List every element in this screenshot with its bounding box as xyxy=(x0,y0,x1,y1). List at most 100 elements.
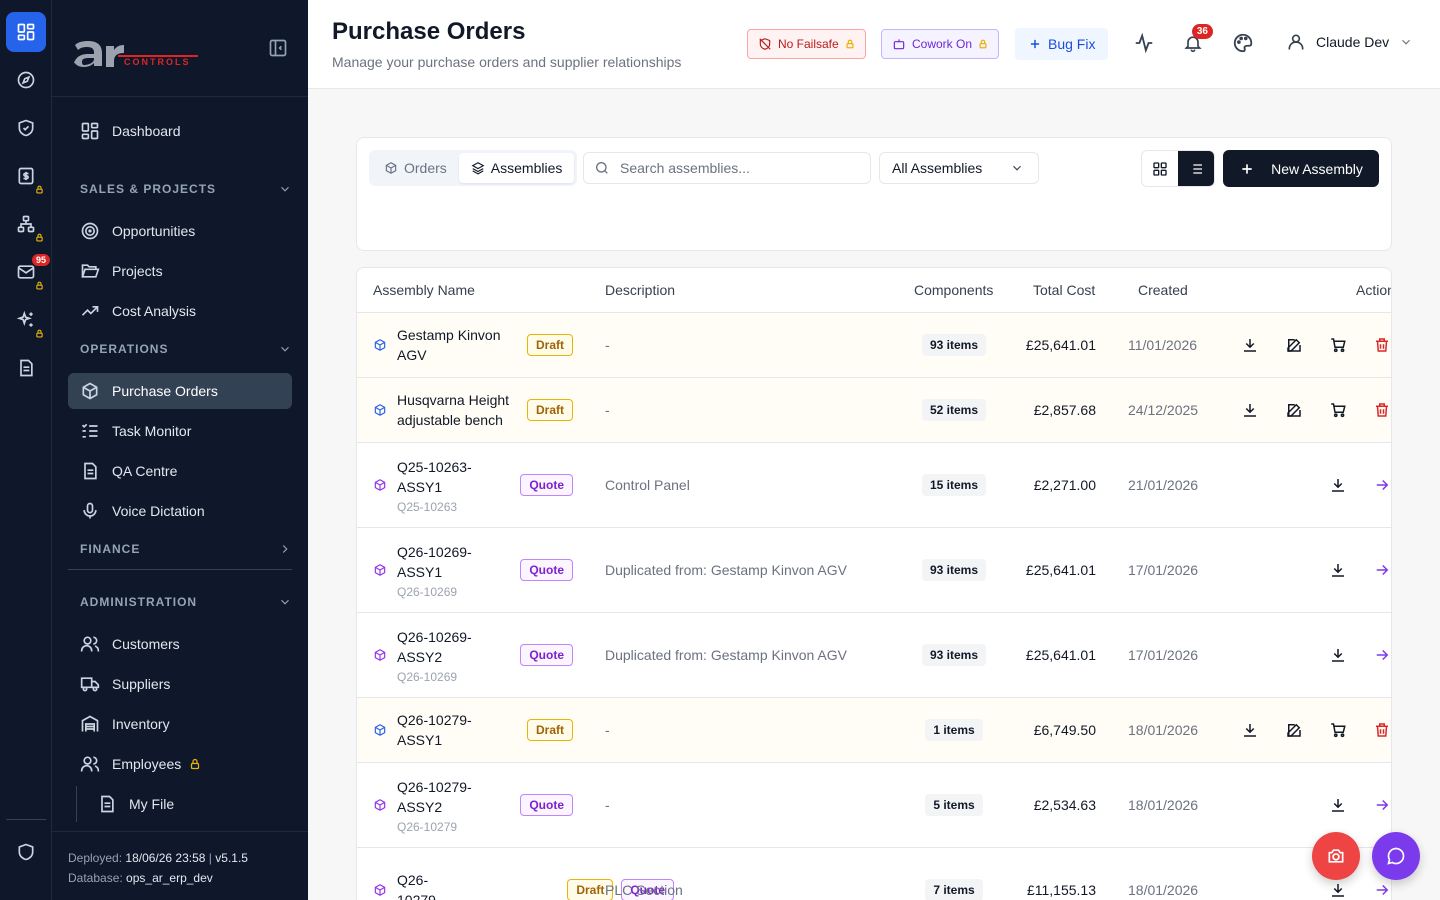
nav-qa-centre[interactable]: QA Centre xyxy=(68,453,292,489)
table-row[interactable]: Q26-10269- ASSY1 Q26-10269 Quote Duplicated … xyxy=(357,528,1391,613)
col-assembly-name[interactable]: Assembly Name xyxy=(373,282,475,298)
assembly-name-cell[interactable]: Q26-10279- ASSY2 Q26-10279 xyxy=(373,763,573,847)
table-row[interactable]: Q26-10269- ASSY2 Q26-10269 Quote Duplicated … xyxy=(357,613,1391,698)
nav-opportunities[interactable]: Opportunities xyxy=(68,213,292,249)
nav-suppliers[interactable]: Suppliers xyxy=(68,666,292,702)
download-icon[interactable] xyxy=(1241,336,1259,354)
assembly-name-cell[interactable]: Q26-10279- ASSY1 xyxy=(373,698,573,762)
assembly-name-cell[interactable]: Husqvarna Height adjustable bench xyxy=(373,378,573,442)
table-row[interactable]: Q25-10263- ASSY1 Q25-10263 Quote Control Pan… xyxy=(357,443,1391,528)
open-arrow-icon[interactable] xyxy=(1373,476,1391,494)
total-cost: £25,641.01 xyxy=(1025,562,1096,578)
screenshot-button[interactable] xyxy=(1312,832,1360,880)
shield-icon[interactable] xyxy=(6,832,46,872)
download-icon[interactable] xyxy=(1329,881,1347,899)
nav-employees[interactable]: Employees xyxy=(68,746,292,782)
no-failsafe-pill[interactable]: No Failsafe xyxy=(747,29,866,59)
org-chart-icon[interactable] xyxy=(6,204,46,244)
delete-icon[interactable] xyxy=(1373,336,1391,354)
assembly-name-cell[interactable]: Q26- 10279- xyxy=(373,848,573,900)
download-icon[interactable] xyxy=(1329,796,1347,814)
assembly-name-cell[interactable]: Q26-10269- ASSY2 Q26-10269 xyxy=(373,613,573,697)
delete-icon[interactable] xyxy=(1373,401,1391,419)
grid-view-button[interactable] xyxy=(1142,151,1178,186)
list-view-button[interactable] xyxy=(1178,151,1214,186)
assembly-name-cell[interactable]: Q25-10263- ASSY1 Q25-10263 xyxy=(373,443,573,527)
section-sales-projects[interactable]: SALES & PROJECTS xyxy=(80,182,292,196)
open-arrow-icon[interactable] xyxy=(1373,881,1391,899)
truck-icon xyxy=(80,674,100,694)
shield-check-icon[interactable] xyxy=(6,108,46,148)
nav-customers[interactable]: Customers xyxy=(68,626,292,662)
nav-inventory[interactable]: Inventory xyxy=(68,706,292,742)
table-row[interactable]: Q26- 10279- Draft Quote PLC Section 7 items £1… xyxy=(357,848,1391,900)
open-arrow-icon[interactable] xyxy=(1373,796,1391,814)
tab-assemblies[interactable]: Assemblies xyxy=(458,153,575,183)
assembly-filter-select[interactable]: All Assemblies xyxy=(879,152,1039,184)
open-arrow-icon[interactable] xyxy=(1373,646,1391,664)
download-icon[interactable] xyxy=(1329,476,1347,494)
components-count: 52 items xyxy=(921,399,987,421)
nav-my-file[interactable]: My File xyxy=(85,786,292,822)
nav-voice-dictation[interactable]: Voice Dictation xyxy=(68,493,292,529)
nav-dashboard[interactable]: Dashboard xyxy=(68,113,292,149)
nav-task-monitor[interactable]: Task Monitor xyxy=(68,413,292,449)
activity-icon[interactable] xyxy=(1133,32,1155,54)
col-description[interactable]: Description xyxy=(605,282,676,298)
section-operations[interactable]: OPERATIONS xyxy=(80,342,292,356)
finance-icon[interactable] xyxy=(6,156,46,196)
edit-icon[interactable] xyxy=(1285,401,1303,419)
nav-cost-analysis[interactable]: Cost Analysis xyxy=(68,293,292,329)
assembly-name-line1: Q26-10279- xyxy=(397,712,472,728)
assembly-name-cell[interactable]: Q26-10269- ASSY1 Q26-10269 xyxy=(373,528,573,612)
delete-icon[interactable] xyxy=(1373,721,1391,739)
cart-icon[interactable] xyxy=(1329,336,1347,354)
table-row[interactable]: Gestamp Kinvon AGV Draft - 93 items £25,641.0… xyxy=(357,313,1391,378)
download-icon[interactable] xyxy=(1241,721,1259,739)
palette-icon[interactable] xyxy=(1232,32,1254,54)
download-icon[interactable] xyxy=(1329,561,1347,579)
assembly-name-cell[interactable]: Gestamp Kinvon AGV xyxy=(373,313,573,377)
folder-open-icon xyxy=(80,261,100,281)
assembly-icon xyxy=(373,403,387,417)
sparkles-icon[interactable] xyxy=(6,300,46,340)
table-row[interactable]: Q26-10279- ASSY1 Draft - 1 items £6,749.50 18/… xyxy=(357,698,1391,763)
document-icon[interactable] xyxy=(6,348,46,388)
chat-button[interactable] xyxy=(1372,832,1420,880)
search-input[interactable] xyxy=(620,160,860,176)
col-components[interactable]: Components xyxy=(914,282,994,298)
tab-orders[interactable]: Orders xyxy=(372,153,459,183)
download-icon[interactable] xyxy=(1329,646,1347,664)
section-administration[interactable]: ADMINISTRATION xyxy=(80,595,292,609)
sidebar-divider xyxy=(52,96,308,97)
compass-icon[interactable] xyxy=(6,60,46,100)
section-finance[interactable]: FINANCE xyxy=(80,542,292,556)
apps-grid-icon[interactable] xyxy=(6,12,46,52)
components-count: 5 items xyxy=(925,794,983,816)
col-created[interactable]: Created xyxy=(1138,282,1188,298)
dashboard-icon xyxy=(80,121,100,141)
cart-icon[interactable] xyxy=(1329,401,1347,419)
edit-icon[interactable] xyxy=(1285,336,1303,354)
table-row[interactable]: Q26-10279- ASSY2 Q26-10279 Quote - 5 items £2,… xyxy=(357,763,1391,848)
open-arrow-icon[interactable] xyxy=(1373,561,1391,579)
assembly-icon xyxy=(373,798,387,812)
package-icon xyxy=(80,381,100,401)
cart-icon[interactable] xyxy=(1329,721,1347,739)
nav-purchase-orders[interactable]: Purchase Orders xyxy=(68,373,292,409)
cowork-pill[interactable]: Cowork On xyxy=(881,29,1000,59)
mail-icon[interactable]: 95 xyxy=(6,252,50,292)
nav-label: Voice Dictation xyxy=(112,503,205,519)
download-icon[interactable] xyxy=(1241,401,1259,419)
collapse-sidebar-icon[interactable] xyxy=(268,38,288,58)
user-menu[interactable]: Claude Dev xyxy=(1286,32,1413,52)
col-total-cost[interactable]: Total Cost xyxy=(1033,282,1096,298)
bug-fix-button[interactable]: Bug Fix xyxy=(1015,28,1109,60)
edit-icon[interactable] xyxy=(1285,721,1303,739)
button-label: Bug Fix xyxy=(1048,36,1096,52)
new-assembly-button[interactable]: New Assembly xyxy=(1223,150,1379,187)
table-row[interactable]: Husqvarna Height adjustable bench Draft - 52… xyxy=(357,378,1391,443)
notifications-bell-icon[interactable]: 36 xyxy=(1183,24,1213,54)
description: - xyxy=(605,797,610,813)
nav-projects[interactable]: Projects xyxy=(68,253,292,289)
